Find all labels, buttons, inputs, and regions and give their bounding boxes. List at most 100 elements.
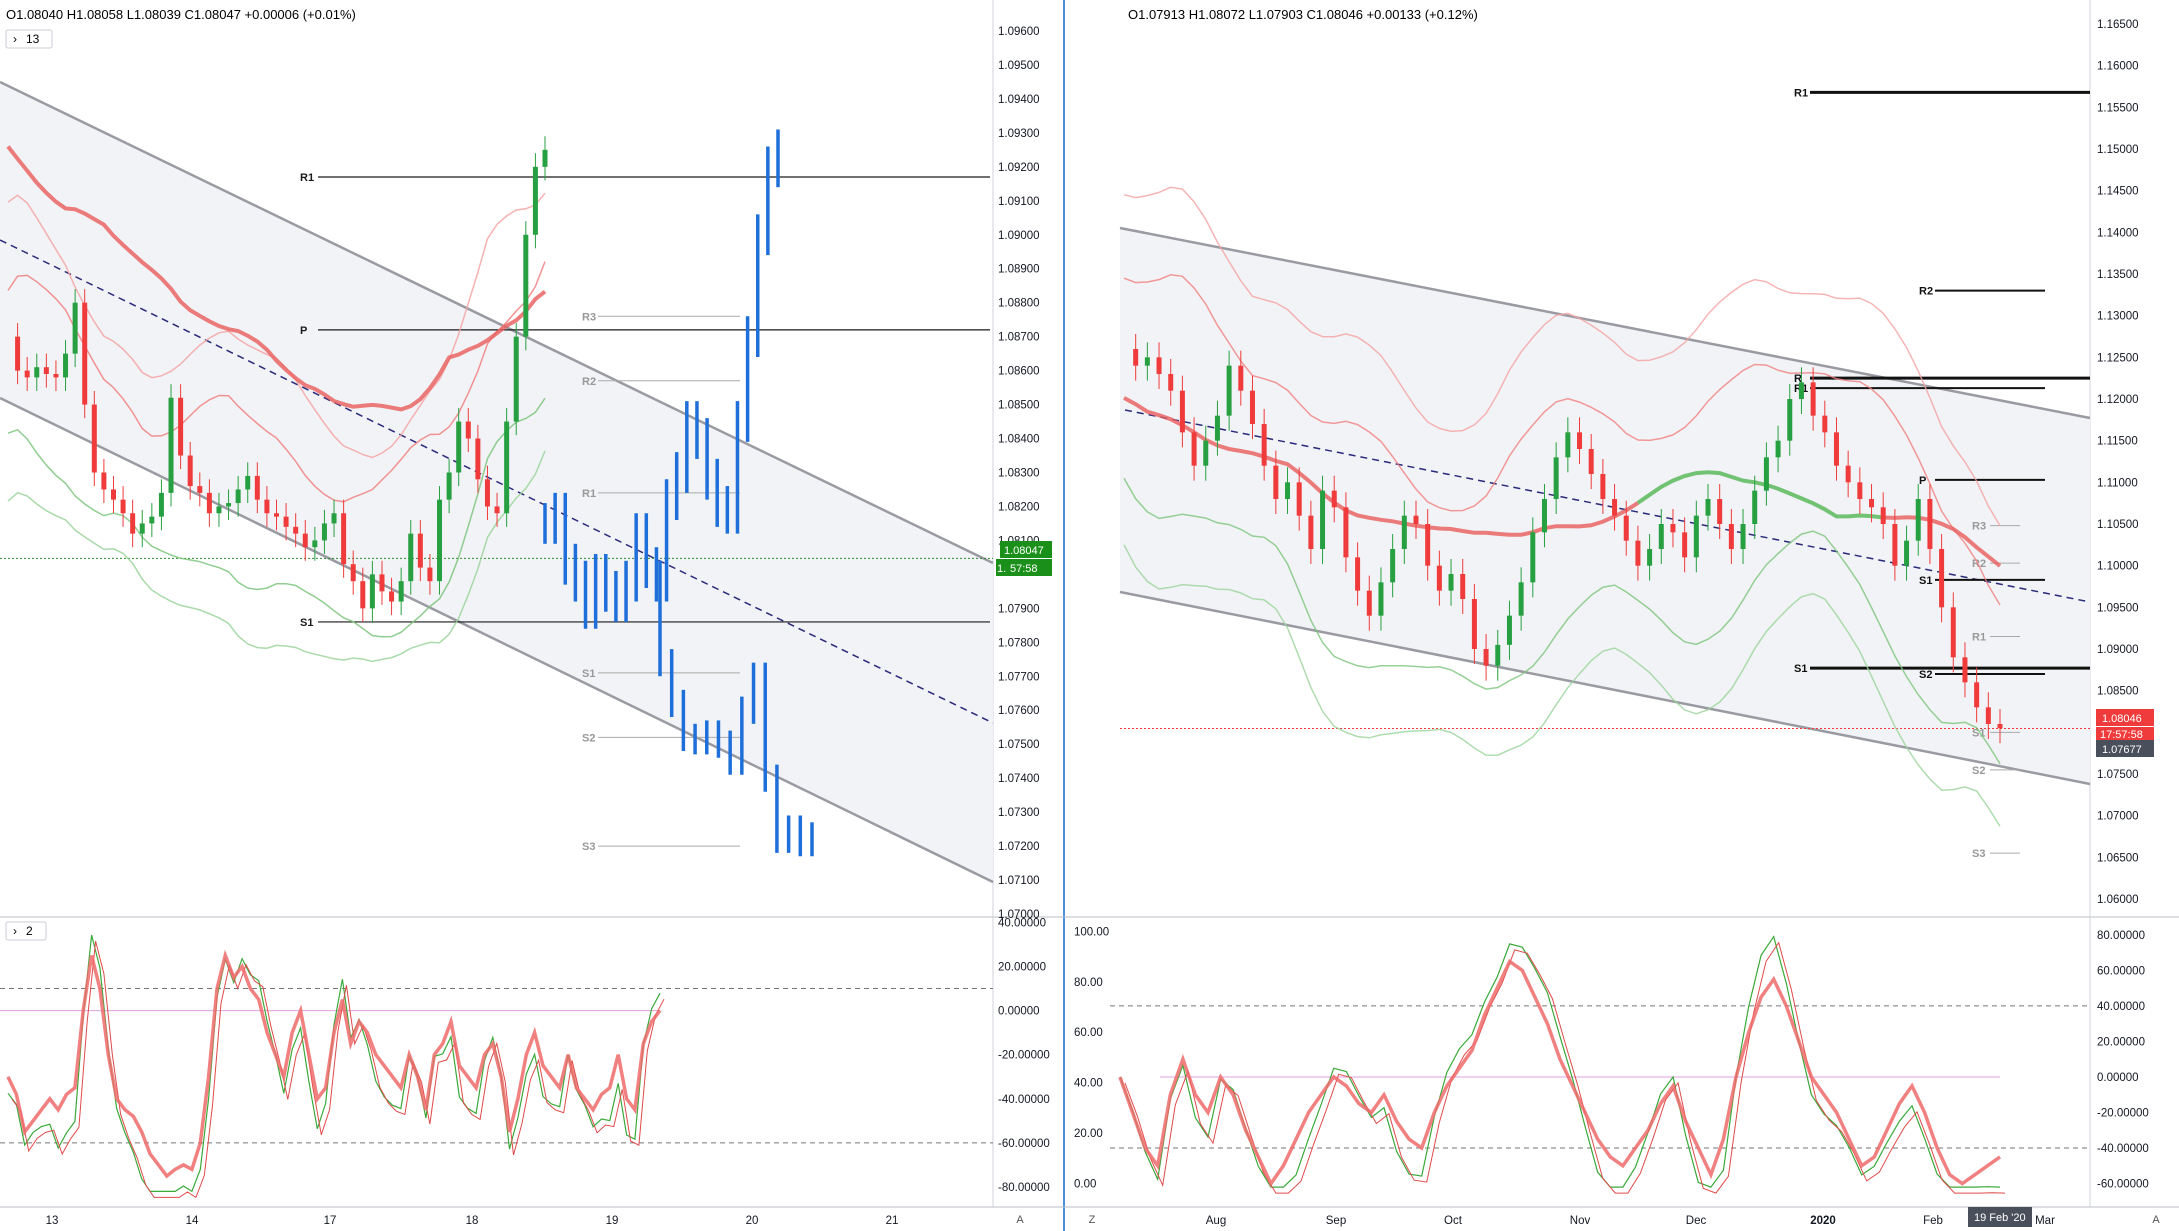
right-auto-scale-button[interactable]: A bbox=[2152, 1214, 2160, 1226]
left-price-chart[interactable]: 1.09600 1.09500 1.09400 1.09300 1.09200 1.091… bbox=[0, 26, 1040, 1227]
left-auto-scale-button[interactable]: A bbox=[1016, 1214, 1024, 1226]
left-oscillator[interactable]: 40.00000 20.00000 0.00000 -20.00000 -40.0000… bbox=[0, 917, 1050, 1199]
crosshair-date: 19 Feb '20 bbox=[1974, 1212, 2026, 1224]
right-y-tick: 1.06500 bbox=[2097, 852, 2139, 864]
right-y-tick: 1.10500 bbox=[2097, 519, 2139, 531]
candle bbox=[72, 289, 78, 368]
left-y-tick: 1.08700 bbox=[998, 332, 1040, 344]
candle-body bbox=[1787, 399, 1793, 441]
candle-body bbox=[1495, 644, 1501, 666]
right-osc-y-tick: 80.00000 bbox=[2097, 930, 2145, 942]
candle-body bbox=[341, 513, 347, 565]
lower-band-inner bbox=[1123, 477, 2001, 765]
candle bbox=[1752, 475, 1758, 539]
right-osc-left-tick: 80.00 bbox=[1074, 977, 1103, 989]
right-x-tick: Aug bbox=[1206, 1215, 1226, 1227]
candle bbox=[408, 520, 414, 595]
moving-average-line-green bbox=[1636, 470, 1884, 520]
candle-body bbox=[1623, 515, 1629, 541]
candle bbox=[1331, 475, 1337, 523]
minor-pivot-label: R2 bbox=[1972, 558, 1986, 570]
right-y-tick: 1.10000 bbox=[2097, 561, 2139, 573]
candle-body bbox=[1320, 490, 1326, 549]
candle-body bbox=[158, 492, 164, 517]
candle bbox=[120, 486, 126, 527]
candle bbox=[1226, 350, 1232, 431]
candle-body bbox=[1565, 432, 1571, 458]
lower-band-inner bbox=[7, 397, 546, 638]
candle-body bbox=[1238, 365, 1244, 391]
candle-body bbox=[302, 533, 308, 548]
left-y-tick: 1.07300 bbox=[998, 807, 1040, 819]
candle bbox=[1682, 517, 1688, 573]
candle bbox=[1425, 509, 1431, 581]
pivot-label: S1 bbox=[1794, 663, 1807, 675]
candle bbox=[264, 486, 270, 527]
candle bbox=[321, 509, 327, 554]
channel-midline bbox=[1124, 409, 2091, 603]
left-x-tick: 13 bbox=[46, 1215, 59, 1227]
candle-body bbox=[408, 533, 414, 582]
left-last-price: 1.08047 bbox=[1004, 545, 1044, 557]
candle bbox=[1133, 334, 1139, 381]
right-price-chart[interactable]: 1.16500 1.16000 1.15500 1.15000 1.14500 1.140… bbox=[1119, 19, 2139, 1227]
candle bbox=[475, 424, 481, 493]
candle bbox=[389, 577, 395, 616]
pivot-label: P bbox=[300, 325, 307, 337]
candle bbox=[1413, 500, 1419, 539]
candle bbox=[1717, 484, 1723, 539]
candle bbox=[178, 384, 184, 470]
right-zoom-button[interactable]: Z bbox=[1089, 1214, 1096, 1226]
candle bbox=[274, 499, 279, 531]
candle-body bbox=[417, 533, 423, 568]
candle bbox=[245, 462, 251, 504]
candle bbox=[1436, 550, 1442, 606]
left-osc-y-tick: -80.00000 bbox=[998, 1182, 1050, 1194]
candle bbox=[1588, 434, 1594, 489]
candle-body bbox=[91, 404, 97, 473]
candle bbox=[1869, 484, 1875, 523]
candle bbox=[1740, 509, 1746, 564]
right-y-tick: 1.15000 bbox=[2097, 144, 2139, 156]
candle bbox=[437, 486, 443, 595]
right-y-tick: 1.11500 bbox=[2097, 436, 2138, 448]
left-interval-button[interactable]: › 13 bbox=[5, 29, 53, 49]
right-x-tick: Feb bbox=[1923, 1215, 1943, 1227]
right-oscillator[interactable]: 80.00000 60.00000 40.00000 20.00000 0.00000 -… bbox=[1074, 926, 2149, 1194]
candle-body bbox=[513, 336, 519, 422]
osc-fast-line bbox=[1119, 935, 2001, 1188]
right-y-tick: 1.13500 bbox=[2097, 269, 2139, 281]
moving-average-line bbox=[1123, 396, 1639, 537]
candle-body bbox=[1308, 515, 1314, 549]
candle-body bbox=[1670, 524, 1676, 533]
candle bbox=[24, 357, 30, 391]
right-x-tick: Mar bbox=[2035, 1215, 2055, 1227]
candle bbox=[465, 407, 471, 453]
candle-body bbox=[1483, 649, 1489, 666]
right-osc-y-tick: -20.00000 bbox=[2097, 1108, 2149, 1120]
candle-body bbox=[1904, 540, 1910, 566]
candle-body bbox=[1775, 440, 1781, 458]
candle-body bbox=[456, 421, 462, 473]
right-y-tick: 1.06000 bbox=[2097, 894, 2139, 906]
left-osc-toggle-button[interactable]: › 2 bbox=[5, 921, 47, 941]
right-osc-y-tick: 40.00000 bbox=[2097, 1001, 2145, 1013]
candle-body bbox=[1927, 499, 1933, 549]
left-y-tick: 1.07700 bbox=[998, 671, 1040, 683]
candle bbox=[1390, 534, 1396, 598]
candle-body bbox=[1845, 465, 1851, 483]
moving-average-line bbox=[1883, 515, 2002, 568]
candle-body bbox=[1214, 415, 1220, 441]
left-y-tick: 1.08800 bbox=[998, 298, 1040, 310]
candle bbox=[1577, 417, 1583, 464]
candle bbox=[139, 509, 145, 548]
candle bbox=[446, 458, 452, 514]
candle bbox=[1658, 509, 1664, 564]
candle-body bbox=[1168, 374, 1174, 391]
candle bbox=[1378, 567, 1384, 631]
candle bbox=[1296, 467, 1302, 531]
candle-body bbox=[72, 302, 78, 354]
left-price-overlap: 1. bbox=[997, 563, 1006, 575]
right-y-tick: 1.15500 bbox=[2097, 102, 2139, 114]
candle bbox=[34, 353, 40, 391]
